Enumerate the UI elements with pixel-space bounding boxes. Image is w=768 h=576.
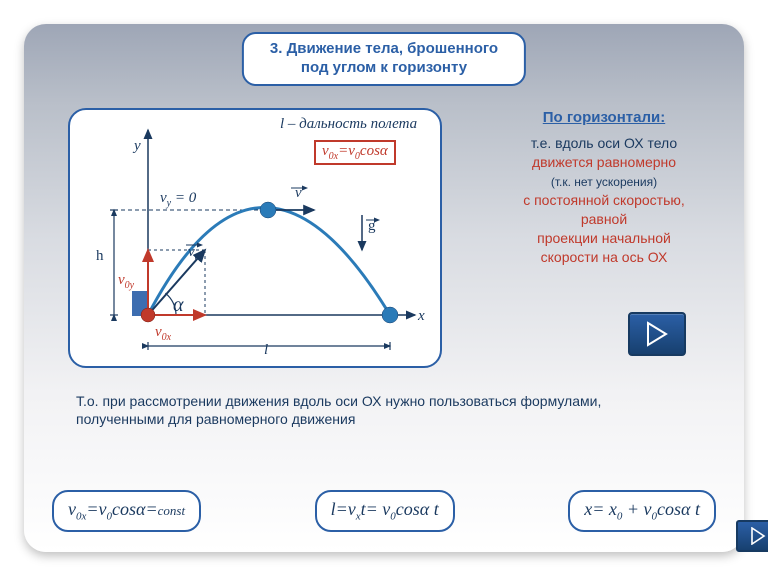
right-l1: т.е. вдоль оси ОХ тело <box>531 135 677 151</box>
slide: 3. Движение тела, брошенного под углом к… <box>24 24 744 552</box>
l-label: l <box>264 342 268 359</box>
x-label: x <box>418 308 425 325</box>
h-label: h <box>96 248 104 265</box>
right-l7: скорости на ось ОХ <box>541 249 668 265</box>
diagram-panel: l – дальность полета v0x=v0cosα y x h l … <box>68 108 442 368</box>
title-box: 3. Движение тела, брошенного под углом к… <box>242 32 526 86</box>
title-line-1: 3. Движение тела, брошенного <box>270 40 498 59</box>
ball-apex <box>260 202 276 218</box>
v0x-label: v0x <box>155 324 171 343</box>
right-heading: По горизонтали: <box>464 108 744 128</box>
play-button[interactable] <box>628 312 686 356</box>
alpha-label: α <box>173 294 184 317</box>
right-l2: движется равномерно <box>532 154 676 170</box>
v-label: v <box>295 185 302 202</box>
trajectory <box>148 208 390 316</box>
right-l6: проекции начальной <box>537 230 671 246</box>
ball-land <box>382 307 398 323</box>
formula-bar: v0x=v0cosα=const l=vxt= v0cosα t x= x0 +… <box>52 490 716 532</box>
vox-pre: v <box>322 143 329 159</box>
right-l5: равной <box>581 211 627 227</box>
vy0-label: vy = 0 <box>160 190 196 209</box>
caption-top: l – дальность полета <box>280 116 417 133</box>
play-icon <box>750 527 766 545</box>
right-text: По горизонтали: т.е. вдоль оси ОХ тело д… <box>464 108 744 266</box>
vox-formula-box: v0x=v0cosα <box>314 140 396 165</box>
g-label: g <box>368 218 376 235</box>
play-icon <box>645 321 669 347</box>
vox-sub1: 0x <box>329 151 338 162</box>
formula-2: l=vxt= v0cosα t <box>315 490 455 532</box>
footer-note: Т.о. при рассмотрении движения вдоль оси… <box>76 392 692 428</box>
right-l3: (т.к. нет ускорения) <box>551 175 657 189</box>
title-line-2: под углом к горизонту <box>270 59 498 78</box>
formula-3: x= x0 + v0cosα t <box>568 490 716 532</box>
formula-1: v0x=v0cosα=const <box>52 490 201 532</box>
vox-tail: cosα <box>360 143 388 159</box>
vox-mid: =v <box>338 143 355 159</box>
ball-origin <box>141 308 155 322</box>
v0y-label: v0y <box>118 272 134 291</box>
y-label: y <box>134 138 141 155</box>
v0-label: v0 <box>188 244 200 263</box>
right-l4: с постоянной скоростью, <box>523 192 685 208</box>
play-button-corner[interactable] <box>736 520 768 552</box>
